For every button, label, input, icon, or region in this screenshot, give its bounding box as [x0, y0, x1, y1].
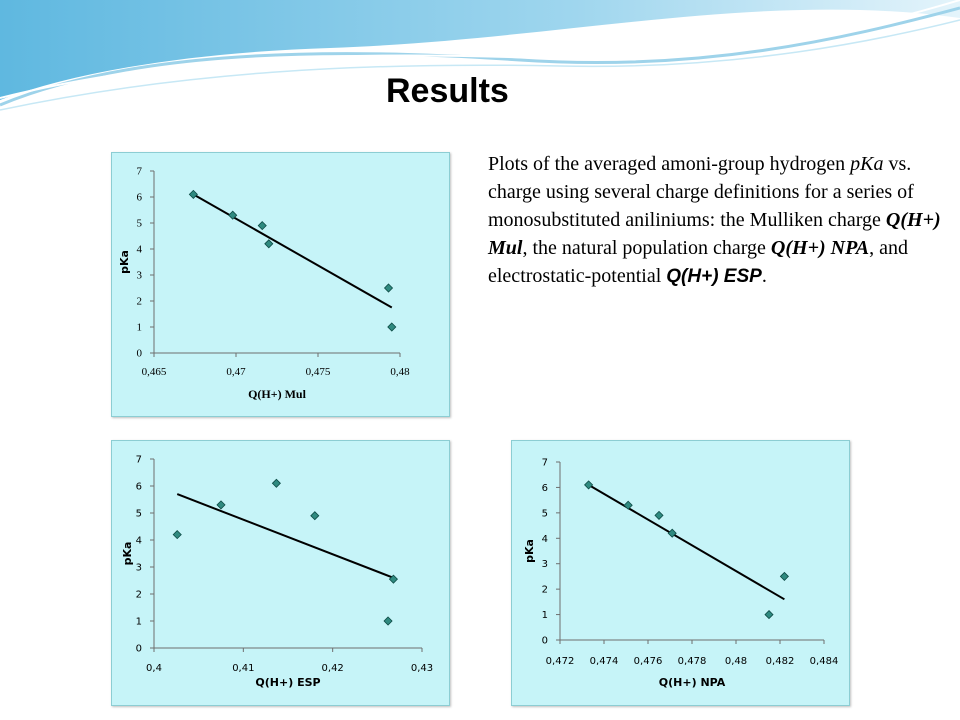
x-tick-label: 0,43: [411, 663, 433, 674]
y-tick-label: 5: [137, 218, 143, 230]
x-tick-label: 0,42: [322, 663, 344, 674]
y-tick-label: 4: [542, 534, 548, 545]
description-esp: Q(H+) ESP: [666, 266, 762, 287]
x-tick-label: 0,41: [232, 663, 254, 674]
y-tick-label: 1: [136, 617, 142, 628]
chart-panel-mul: 0 1 2 3 4 5 6 7 0,465 0,47 0,475 0,48 Q(H+) Mul pKa: [111, 152, 450, 417]
y-tick-label: 2: [136, 590, 142, 601]
data-point: [383, 283, 394, 293]
chart-mul: 0 1 2 3 4 5 6 7 0,465 0,47 0,475 0,48 Q(H+) Mul pKa: [118, 166, 410, 402]
x-tick-label: 0,475: [306, 366, 331, 378]
description-npa: Q(H+) NPA: [770, 237, 870, 259]
data-point: [216, 500, 226, 510]
y-axis-label: pKa: [523, 539, 536, 563]
x-tick-label: 0,465: [142, 366, 167, 378]
y-tick-label: 4: [136, 536, 142, 547]
data-point: [623, 500, 633, 510]
x-tick-label: 0,482: [766, 656, 795, 667]
x-tick-label: 0,476: [634, 656, 663, 667]
y-tick-label: 7: [542, 458, 548, 469]
description-mul: Q(H+) Mul: [488, 209, 941, 259]
x-axis-label: Q(H+) Mul: [248, 387, 306, 401]
trendline: [588, 484, 785, 601]
y-tick-label: 6: [542, 483, 548, 494]
x-tick-label: 0,478: [678, 656, 707, 667]
description-part: , the natural population charge: [522, 237, 771, 259]
y-tick-label: 0: [542, 636, 548, 647]
y-axis-label: pKa: [121, 542, 134, 566]
data-point: [383, 616, 393, 626]
x-axis-label: Q(H+) ESP: [255, 676, 320, 689]
trendline: [176, 493, 394, 579]
y-tick-label: 3: [137, 270, 143, 282]
page-title: Results: [386, 72, 509, 110]
x-tick-label: 0,48: [725, 656, 747, 667]
y-tick-label: 1: [137, 322, 143, 334]
header-wave-decoration: [0, 0, 960, 111]
y-tick-label: 5: [136, 509, 142, 520]
data-point: [172, 530, 182, 540]
description-part: Plots of the averaged amoni-group hydrog…: [488, 153, 851, 175]
data-point: [584, 480, 594, 490]
y-tick-label: 6: [137, 192, 143, 204]
x-tick-label: 0,484: [810, 656, 839, 667]
y-tick-label: 4: [137, 244, 143, 256]
y-tick-label: 2: [542, 585, 548, 596]
y-tick-label: 2: [137, 296, 143, 308]
data-point: [779, 571, 789, 581]
y-tick-label: 7: [137, 166, 143, 178]
data-point: [667, 528, 677, 538]
trendline: [192, 193, 393, 309]
chart-panel-npa: 0 1 2 3 4 5 6 7 0,472 0,474 0,476 0,478 0,48 0,482 0,4…: [511, 440, 850, 706]
description-part: vs. charge using several charge definiti…: [488, 153, 914, 231]
data-point: [388, 574, 398, 584]
data-point: [228, 210, 238, 220]
chart-panel-esp: 0 1 2 3 4 5 6 7 0,4 0,41 0,42 0,43 Q(H+) ESP pKa: [111, 440, 450, 706]
y-tick-label: 6: [136, 482, 142, 493]
y-tick-label: 5: [542, 508, 548, 519]
y-tick-label: 1: [542, 610, 548, 621]
description-part: , and electrostatic-potential: [488, 237, 909, 287]
x-tick-label: 0,48: [390, 366, 410, 378]
x-axis-label: Q(H+) NPA: [659, 676, 726, 689]
description-pka: pKa: [850, 153, 884, 175]
chart-npa: 0 1 2 3 4 5 6 7 0,472 0,474 0,476 0,478 0,48 0,482 0,4…: [523, 458, 839, 690]
y-axis-label: pKa: [118, 250, 131, 274]
data-point: [271, 478, 281, 488]
y-tick-label: 0: [136, 644, 142, 655]
y-tick-label: 3: [542, 559, 548, 570]
description-part: .: [761, 265, 767, 287]
data-point: [257, 221, 267, 231]
y-tick-label: 3: [136, 563, 142, 574]
chart-esp: 0 1 2 3 4 5 6 7 0,4 0,41 0,42 0,43 Q(H+) ESP pKa: [121, 455, 433, 690]
data-point: [264, 239, 274, 249]
data-point: [188, 189, 198, 199]
data-point: [654, 510, 664, 520]
data-point: [764, 610, 774, 620]
data-point: [387, 322, 397, 332]
data-point: [310, 511, 320, 521]
x-tick-label: 0,472: [546, 656, 575, 667]
description-text: Plots of the averaged amoni-group hydrog…: [488, 150, 953, 291]
y-tick-label: 0: [137, 348, 143, 360]
x-tick-label: 0,4: [146, 663, 162, 674]
x-tick-label: 0,47: [226, 366, 246, 378]
x-tick-label: 0,474: [590, 656, 619, 667]
y-tick-label: 7: [136, 455, 142, 466]
